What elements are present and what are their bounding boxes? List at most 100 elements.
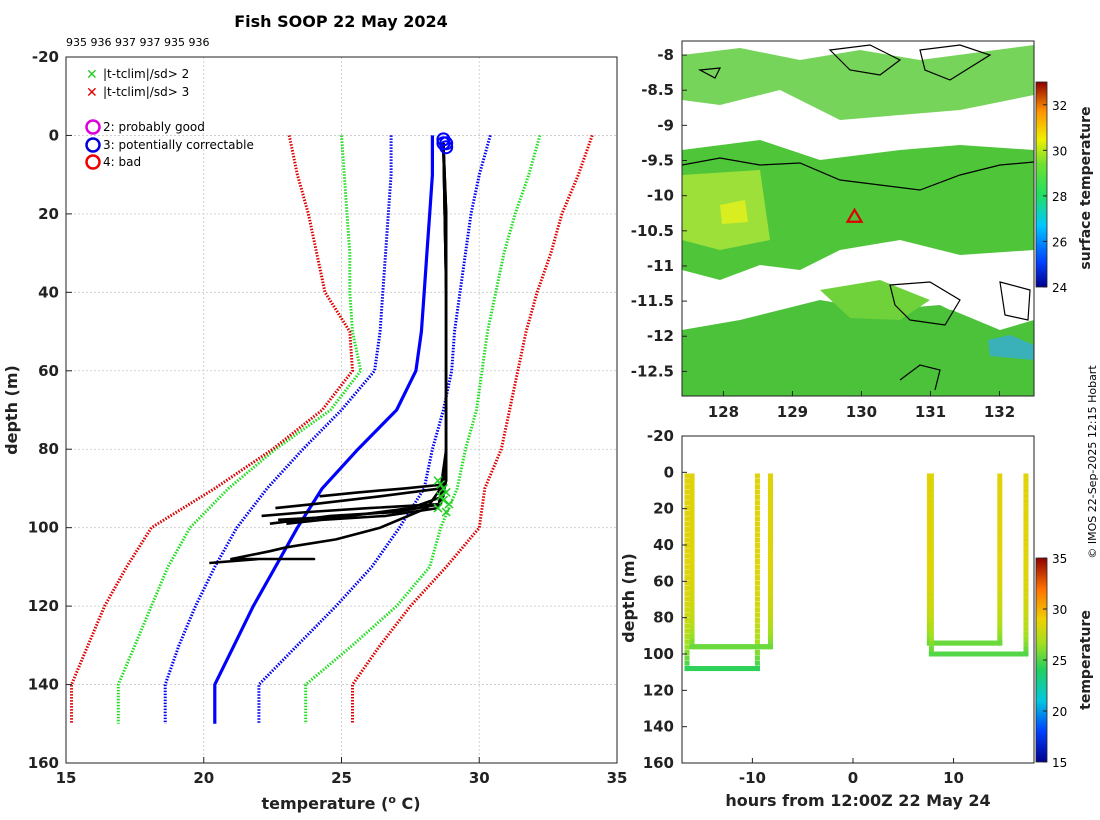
cast-sample bbox=[768, 535, 774, 541]
cast-sample bbox=[718, 644, 724, 650]
climatology-+3sd-line bbox=[351, 134, 594, 724]
cast-sample bbox=[684, 559, 690, 565]
cast-sample bbox=[1023, 522, 1029, 528]
cast-sample bbox=[754, 526, 760, 532]
cast-sample bbox=[754, 601, 760, 607]
cast-sample bbox=[754, 666, 760, 672]
cast-sample bbox=[966, 651, 972, 657]
cast-sample bbox=[1023, 651, 1029, 657]
profile-ylabel: depth (m) bbox=[2, 365, 21, 455]
cast-sample bbox=[1023, 473, 1029, 479]
cast-sample bbox=[1023, 547, 1029, 553]
cast-sample bbox=[689, 558, 695, 564]
cast-sample bbox=[768, 558, 774, 564]
cast-sample bbox=[689, 630, 695, 636]
cast-sample bbox=[684, 601, 690, 607]
cast-sample bbox=[741, 644, 747, 650]
colorbar-tick-label: 25 bbox=[1052, 654, 1067, 668]
cast-sample bbox=[689, 625, 695, 631]
cast-sample bbox=[979, 651, 985, 657]
cast-sample bbox=[1023, 616, 1029, 622]
cast-sample bbox=[684, 660, 690, 666]
flagged-point bbox=[436, 491, 446, 501]
colorbar-tick-label: 24 bbox=[1052, 281, 1067, 295]
cast-sample bbox=[928, 597, 934, 603]
cast-sample bbox=[997, 543, 1003, 549]
sst-patch bbox=[720, 200, 748, 224]
cast-sample bbox=[702, 644, 708, 650]
cast-sample bbox=[997, 584, 1003, 590]
cast-sample bbox=[754, 596, 760, 602]
cast-sample bbox=[692, 644, 698, 650]
cast-sample bbox=[754, 569, 760, 575]
cast-sample bbox=[684, 633, 690, 639]
cast-sample bbox=[969, 651, 975, 657]
cast-sample bbox=[689, 478, 695, 484]
y-tick-label: 40 bbox=[38, 283, 59, 301]
cast-sample bbox=[997, 510, 1003, 516]
profile-subtitle: 935 936 937 937 935 936 bbox=[66, 36, 209, 49]
y-tick-label: -12 bbox=[647, 327, 674, 345]
coastline bbox=[889, 281, 961, 326]
colorbar-tick-label: 30 bbox=[1052, 144, 1067, 158]
cast-sample bbox=[997, 524, 1003, 530]
cast-sample bbox=[689, 634, 695, 640]
map-colorbar-ticks: 24 26 28 30 32 bbox=[1043, 99, 1067, 295]
cast-sample bbox=[1010, 651, 1016, 657]
timeseries-colorbar-label: temperature bbox=[1078, 610, 1094, 710]
cast-sample bbox=[731, 644, 737, 650]
cast-sample bbox=[754, 494, 760, 500]
cast-sample bbox=[997, 496, 1003, 502]
cast-sample bbox=[768, 634, 774, 640]
cast-sample bbox=[928, 651, 934, 657]
cast-sample bbox=[997, 580, 1003, 586]
cast-sample bbox=[754, 585, 760, 591]
cast-sample bbox=[928, 641, 934, 647]
timeseries-plot-area bbox=[682, 436, 1034, 763]
cast-sample bbox=[754, 580, 760, 586]
x-tick-label: -10 bbox=[739, 769, 766, 787]
cast-sample bbox=[689, 587, 695, 593]
cast-sample bbox=[684, 526, 690, 532]
cast-sample bbox=[768, 606, 774, 612]
cast-sample bbox=[689, 573, 695, 579]
y-tick-label: 20 bbox=[653, 500, 674, 518]
timeseries-panel: -10 0 10 -20 0 20 40 60 80 100 120 140 160 15 20 25 30 3… bbox=[619, 427, 1094, 810]
cast-sample bbox=[1023, 513, 1029, 519]
cast-sample bbox=[1023, 582, 1029, 588]
cast-sample bbox=[734, 644, 740, 650]
cast-sample bbox=[997, 598, 1003, 604]
y-tick-label: -9 bbox=[657, 116, 674, 134]
cast-sample bbox=[749, 644, 755, 650]
cast-sample bbox=[684, 521, 690, 527]
cast-sample bbox=[928, 646, 934, 652]
cast-sample bbox=[973, 651, 979, 657]
cast-sample bbox=[754, 607, 760, 613]
cast-sample bbox=[997, 626, 1003, 632]
legend-item-good: 2: probably good bbox=[85, 119, 205, 135]
cast-sample bbox=[985, 651, 991, 657]
cast-sample bbox=[928, 483, 934, 489]
cast-sample bbox=[684, 473, 690, 479]
cast-sample bbox=[689, 592, 695, 598]
cast-sample bbox=[754, 505, 760, 511]
cast-sample bbox=[768, 487, 774, 493]
cast-sample bbox=[768, 506, 774, 512]
cast-sample bbox=[1023, 508, 1029, 514]
cast-sample bbox=[960, 651, 966, 657]
cast-sample bbox=[928, 626, 934, 632]
x-tick-label: 130 bbox=[846, 403, 877, 421]
map-panel: 128 129 130 131 132 -8 -8.5 -9 -9.5 -10 -10.5 -11 -1… bbox=[631, 40, 1094, 421]
cast-sample bbox=[689, 506, 695, 512]
map-colorbar-label: surface temperature bbox=[1078, 106, 1094, 269]
cast-sample bbox=[684, 505, 690, 511]
cast-sample bbox=[997, 640, 1003, 646]
map-sst-field bbox=[682, 44, 1034, 396]
y-tick-label: -9.5 bbox=[641, 152, 674, 170]
cast-sample bbox=[684, 553, 690, 559]
cast-sample bbox=[689, 568, 695, 574]
cast-sample bbox=[684, 516, 690, 522]
cast-sample bbox=[997, 612, 1003, 618]
cast-sample bbox=[928, 631, 934, 637]
x-tick-label: 20 bbox=[193, 769, 214, 787]
